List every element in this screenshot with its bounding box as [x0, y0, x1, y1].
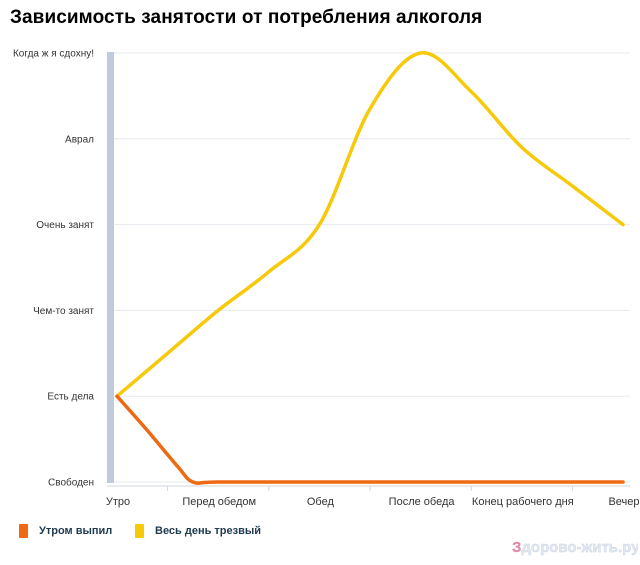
series-layer: [115, 51, 625, 485]
svg-text:З: З: [512, 539, 521, 556]
watermark-logo: Здорово-жить.ру З: [512, 539, 638, 556]
y-tick-label: Есть дела: [47, 392, 94, 403]
x-tick-label: После обеда: [389, 496, 456, 508]
y-axis-bar: [107, 52, 114, 483]
x-tick-label: Перед обедом: [182, 496, 256, 508]
legend-label: Весь день трезвый: [155, 525, 262, 537]
chart-title: Зависимость занятости от потребления алк…: [10, 7, 483, 28]
x-tick-label: Вечер: [608, 496, 639, 508]
legend-swatch: [135, 524, 144, 538]
y-tick-label: Очень занят: [36, 220, 94, 231]
legend-item-morning-drink[interactable]: Утром выпил: [19, 524, 112, 538]
legend-item-sober-all-day[interactable]: Весь день трезвый: [135, 524, 261, 538]
series-line-sober-all-day: [115, 51, 625, 398]
series-line-morning-drink: [115, 394, 625, 485]
y-tick-label: Аврал: [65, 134, 94, 145]
legend-swatch: [19, 524, 28, 538]
y-tick-label: Чем-то занят: [33, 306, 94, 317]
watermark-text: Здорово-жить.ру: [512, 539, 638, 556]
y-tick-label: Когда ж я сдохну!: [13, 49, 94, 60]
x-tick-label: Конец рабочего дня: [472, 496, 574, 508]
legend-label: Утром выпил: [39, 525, 113, 537]
x-tick-labels: Утро Перед обедом Обед После обеда Конец раб…: [106, 496, 640, 508]
x-tick-label: Утро: [106, 496, 130, 508]
grid-layer: [107, 52, 630, 491]
x-tick-label: Обед: [307, 496, 335, 508]
y-tick-labels: Свободен Есть дела Чем-то занят Очень занят…: [13, 49, 94, 489]
y-tick-label: Свободен: [48, 477, 94, 489]
